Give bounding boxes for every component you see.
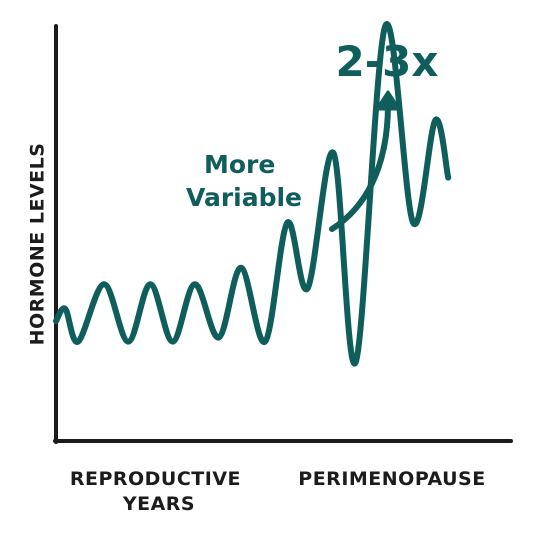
variability-arrow: [329, 101, 391, 232]
annotation-more: More: [204, 150, 275, 179]
annotation-variable: Variable: [186, 183, 302, 212]
x-category-label-perimenopause: PERIMENOPAUSE: [298, 468, 485, 490]
annotation-magnitude: 2-3x: [336, 37, 439, 86]
x-category-label-reproductive-line1: REPRODUCTIVE: [70, 468, 241, 490]
y-axis-label: HORMONE LEVELS: [27, 143, 49, 346]
arrow-head-icon: [375, 90, 401, 111]
x-category-label-reproductive: REPRODUCTIVE YEARS: [70, 468, 248, 515]
series-line-hormone-levels: [53, 21, 452, 367]
annotation-more-variable: More Variable: [186, 150, 302, 212]
x-category-label-reproductive-line2: YEARS: [122, 493, 195, 515]
